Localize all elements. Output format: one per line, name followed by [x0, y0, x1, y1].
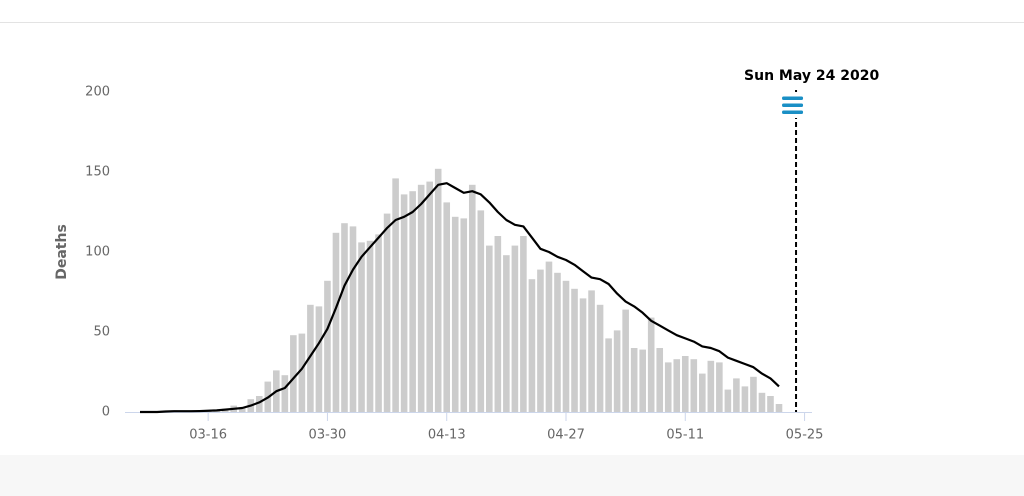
y-tick-label: 200: [85, 85, 110, 100]
y-axis-title: Deaths: [54, 224, 70, 280]
bar: [315, 306, 323, 412]
bar: [724, 389, 732, 412]
bar: [375, 234, 382, 412]
bar: [332, 232, 340, 412]
x-tick-label: 04-13: [428, 428, 466, 443]
bar: [255, 396, 263, 412]
bar: [383, 213, 391, 412]
bar: [307, 304, 314, 412]
bar: [443, 202, 451, 412]
bar: [630, 348, 638, 412]
bar: [400, 194, 408, 412]
bar: [707, 360, 715, 412]
bar: [673, 359, 681, 412]
bar: [451, 216, 459, 412]
x-tick-label: 03-16: [189, 428, 227, 443]
bar: [664, 362, 672, 412]
bar: [758, 392, 766, 412]
bar: [647, 317, 655, 412]
bar: [639, 349, 646, 412]
bar: [324, 280, 331, 412]
bar: [520, 236, 527, 412]
bar: [358, 242, 365, 412]
bar: [775, 404, 783, 412]
y-tick-label: 150: [85, 165, 110, 180]
x-tick-label: 03-30: [309, 428, 347, 443]
bar: [579, 298, 587, 412]
bar: [545, 261, 553, 412]
bar: [571, 288, 578, 412]
menu-icon-bar: [782, 103, 804, 107]
bar: [366, 240, 374, 412]
y-tick-label: 50: [93, 325, 110, 340]
bar: [426, 181, 433, 412]
bar: [511, 245, 519, 412]
bar: [486, 245, 493, 412]
bar: [690, 359, 698, 412]
bar: [528, 279, 536, 412]
bar: [656, 348, 664, 412]
bar: [537, 269, 544, 412]
line: [140, 182, 780, 414]
bar: [238, 407, 246, 412]
bar: [681, 356, 689, 412]
bar: [460, 218, 468, 412]
bar: [434, 168, 442, 412]
bar: [741, 386, 749, 412]
bar: [409, 191, 416, 412]
annotation-label: Sun May 24 2020: [744, 68, 879, 84]
bar: [503, 255, 510, 412]
menu-icon-bar: [782, 96, 804, 100]
bar: [468, 184, 476, 412]
bar: [341, 223, 348, 412]
bar: [290, 335, 297, 412]
x-tick-label: 05-25: [786, 428, 824, 443]
bar: [750, 376, 757, 412]
bar: [733, 378, 740, 412]
bar: [622, 309, 629, 412]
bar: [596, 304, 604, 412]
menu-icon-bar: [782, 110, 804, 114]
bar: [494, 236, 502, 412]
y-tick-label: 0: [102, 405, 110, 420]
bar: [588, 290, 595, 412]
x-tick-label: 05-11: [666, 428, 704, 443]
bar: [392, 178, 399, 412]
bar: [605, 338, 612, 412]
bar: [554, 272, 561, 412]
bar: [562, 280, 570, 412]
bar: [281, 375, 289, 412]
x-tick-label: 04-27: [547, 428, 585, 443]
bar: [699, 373, 706, 412]
footer-band: [0, 455, 1024, 496]
bar: [477, 210, 485, 412]
bar: [767, 396, 774, 412]
bar: [349, 226, 357, 412]
bar: [298, 333, 306, 412]
y-tick-label: 100: [85, 245, 110, 260]
bar: [613, 330, 621, 412]
bar: [417, 184, 425, 412]
bar: [716, 362, 723, 412]
